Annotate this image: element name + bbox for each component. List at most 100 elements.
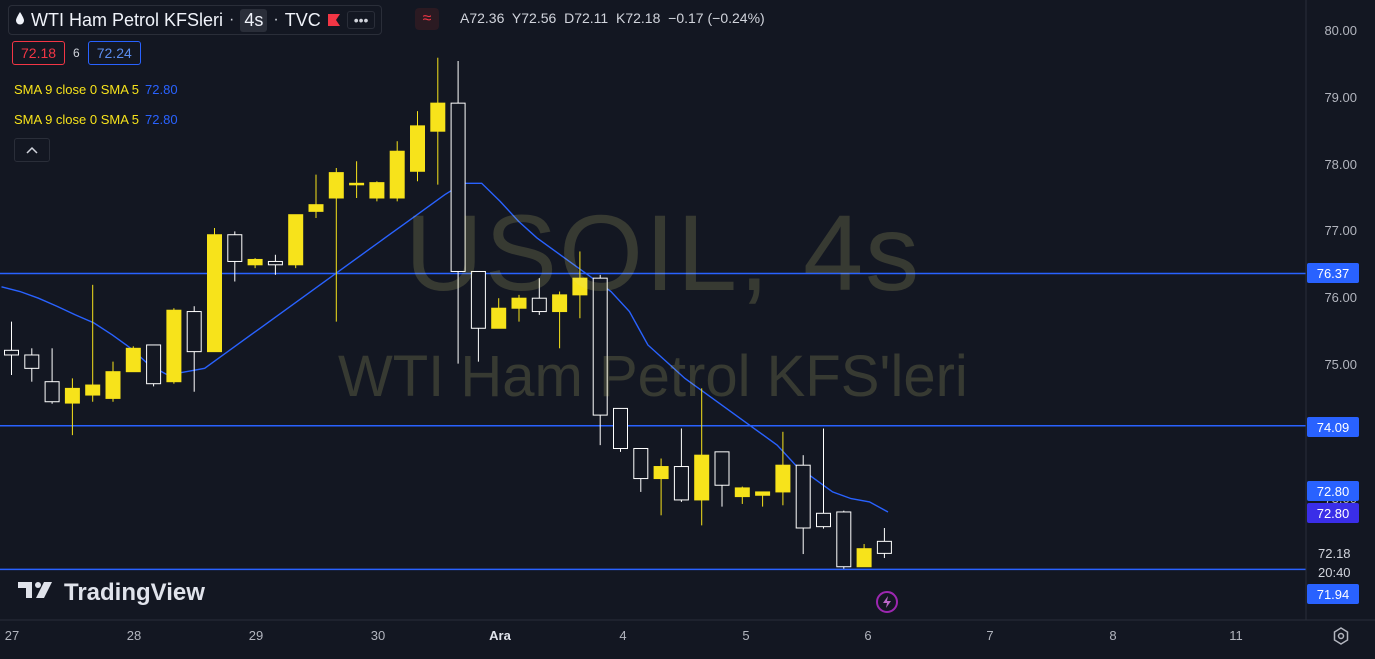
- close-value: 72.18: [625, 10, 661, 26]
- high-value: 72.56: [521, 10, 557, 26]
- candle-body: [105, 371, 121, 399]
- candle-body: [125, 347, 141, 373]
- time-tick-label: 5: [742, 628, 750, 643]
- candle-body: [308, 204, 324, 212]
- time-tick-label: 29: [248, 628, 264, 643]
- candle-body: [389, 150, 405, 199]
- buy-price-button[interactable]: 72.24: [87, 41, 141, 65]
- spread-value: 6: [73, 46, 80, 60]
- candle-body: [247, 258, 263, 266]
- candle-body: [85, 384, 101, 396]
- candle-body: [653, 466, 669, 480]
- candle-body: [572, 277, 588, 296]
- candle-body: [369, 182, 385, 199]
- ohlc-readout: A72.36 Y72.56 D72.11 K72.18 −0.17 (−0.24…: [460, 10, 765, 26]
- candle-body: [531, 297, 547, 313]
- quote-tags: 72.18 6 72.24: [12, 41, 141, 65]
- sell-price-button[interactable]: 72.18: [12, 41, 66, 65]
- candle-body: [470, 270, 486, 329]
- price-tick-label: 75.00: [1324, 357, 1357, 372]
- tradingview-logo-icon: [18, 579, 56, 607]
- time-tick-label: 6: [864, 628, 872, 643]
- bar-countdown: 20:40: [1318, 565, 1351, 580]
- candle-body: [24, 354, 40, 369]
- candle-body: [267, 260, 283, 266]
- price-level-tag: 76.37: [1307, 263, 1359, 283]
- flag-icon[interactable]: [327, 13, 341, 27]
- time-tick-label: 7: [986, 628, 994, 643]
- settings-icon[interactable]: [1331, 626, 1351, 646]
- candle-body: [227, 234, 243, 262]
- last-price-label: 72.18: [1318, 546, 1351, 561]
- candle-body: [816, 512, 831, 528]
- close-label: K: [616, 10, 626, 26]
- candle-body: [186, 311, 202, 353]
- interval-button[interactable]: 4s: [240, 8, 268, 32]
- symbol-header[interactable]: WTI Ham Petrol KFSleri · 4s · TVC •••: [8, 5, 383, 35]
- price-tick-label: 80.00: [1324, 23, 1357, 38]
- candle-body: [633, 448, 649, 480]
- open-value: 72.36: [469, 10, 505, 26]
- candle-body: [207, 234, 222, 353]
- price-tick-label: 77.00: [1324, 223, 1357, 239]
- indicator-value: 72.80: [145, 112, 178, 127]
- tradingview-logo[interactable]: TradingView: [18, 579, 205, 607]
- candle-body: [511, 297, 527, 309]
- candle-body: [410, 125, 425, 172]
- low-label: D: [564, 10, 575, 26]
- watermark-symbol: USOIL, 4s: [405, 192, 922, 313]
- candle-body: [328, 172, 344, 199]
- change-value: −0.17 (−0.24%): [668, 10, 765, 26]
- low-value: 72.11: [574, 10, 609, 26]
- time-tick-label: Ara: [489, 628, 511, 643]
- exchange-label: TVC: [284, 9, 321, 30]
- candle-body: [44, 381, 60, 403]
- time-tick-label: 28: [126, 628, 142, 643]
- candle-body: [450, 102, 466, 272]
- candle-body: [349, 182, 365, 186]
- indicator-label: SMA 9 close 0 SMA 5: [14, 82, 140, 97]
- candle-body: [694, 454, 710, 501]
- candle-body: [775, 464, 791, 493]
- drop-icon: [15, 11, 25, 30]
- separator-dot: ·: [273, 11, 279, 28]
- price-level-tag: 71.94: [1307, 584, 1359, 604]
- candle-body: [836, 511, 852, 568]
- indicator-value: 72.80: [145, 82, 178, 97]
- candle-body: [288, 214, 304, 266]
- logo-text: TradingView: [64, 579, 205, 606]
- time-tick-label: 27: [4, 628, 20, 643]
- indicator-legend-1[interactable]: SMA 9 close 0 SMA 5 72.80: [14, 82, 178, 97]
- candle-body: [734, 487, 750, 498]
- collapse-legend-button[interactable]: [14, 138, 50, 162]
- compare-icon[interactable]: ≈: [415, 8, 439, 30]
- chevron-up-icon: [26, 141, 38, 159]
- indicator-legend-2[interactable]: SMA 9 close 0 SMA 5 72.80: [14, 112, 178, 127]
- price-tick-label: 76.00: [1324, 290, 1357, 306]
- candle-body: [613, 407, 628, 450]
- candle-body: [491, 307, 507, 329]
- candle-body: [755, 491, 771, 496]
- candle-body: [146, 344, 162, 385]
- lightning-icon[interactable]: [876, 591, 898, 613]
- time-tick-label: 30: [370, 628, 386, 643]
- price-level-tag: 74.09: [1307, 417, 1359, 437]
- price-tick-label: 79.00: [1324, 89, 1357, 105]
- candle-body: [166, 309, 182, 383]
- more-button[interactable]: •••: [346, 11, 376, 29]
- candle-body: [4, 349, 19, 356]
- candle-body: [64, 387, 80, 404]
- candle-body: [430, 102, 446, 132]
- time-tick-label: 8: [1109, 628, 1117, 643]
- time-tick-label: 11: [1229, 628, 1243, 643]
- time-tick-label: 4: [619, 628, 627, 643]
- symbol-title[interactable]: WTI Ham Petrol KFSleri: [31, 9, 224, 30]
- candle-body: [856, 548, 872, 568]
- price-level-tag: 72.80: [1307, 481, 1359, 501]
- watermark-name: WTI Ham Petrol KFS'leri: [338, 344, 968, 409]
- candle-body: [795, 464, 811, 529]
- price-level-tag: 72.80: [1307, 503, 1359, 523]
- price-tick-label: 78.00: [1324, 156, 1357, 172]
